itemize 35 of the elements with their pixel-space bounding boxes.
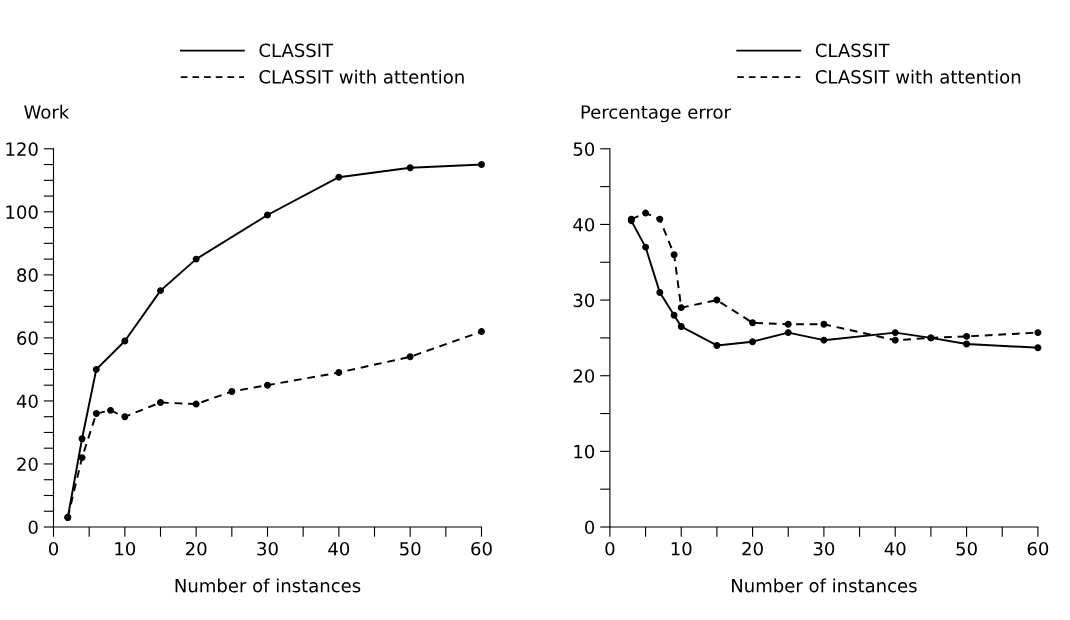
- y-axis-title: Percentage error: [581, 105, 731, 123]
- y-tick-label: 50: [573, 142, 595, 156]
- y-tick-label: 80: [17, 268, 38, 282]
- y-tick-label: 30: [573, 293, 595, 308]
- x-axis-title: Number of instances: [175, 578, 361, 593]
- y-tick-label: 20: [573, 369, 595, 383]
- y-tick-label: 20: [17, 457, 38, 472]
- x-tick-label: 20: [742, 541, 763, 556]
- x-tick-label: 50: [956, 541, 977, 556]
- legend-label: CLASSIT with attention: [815, 69, 1021, 84]
- y-tick-label: 40: [16, 394, 38, 409]
- x-tick-label: 40: [884, 541, 906, 556]
- x-tick-label: 50: [400, 541, 421, 556]
- y-tick-label: 100: [6, 205, 38, 219]
- y-tick-label: 0: [585, 520, 595, 535]
- x-tick-label: 0: [48, 541, 59, 556]
- y-tick-label: 40: [573, 217, 595, 232]
- y-tick-label: 10: [574, 444, 595, 459]
- y-tick-label: 120: [6, 142, 38, 156]
- y-axis-title: Work: [24, 104, 70, 119]
- legend-label: CLASSIT with attention: [259, 69, 464, 84]
- x-tick-label: 30: [813, 541, 835, 556]
- x-tick-label: 20: [186, 541, 207, 556]
- x-axis-title: Number of instances: [732, 578, 917, 593]
- x-tick-label: 40: [328, 541, 350, 556]
- legend-label: CLASSIT: [259, 43, 334, 58]
- x-tick-label: 0: [605, 541, 615, 556]
- x-tick-label: 10: [671, 541, 692, 556]
- x-tick-label: 60: [471, 541, 492, 556]
- y-tick-label: 0: [28, 520, 38, 535]
- x-tick-label: 60: [1027, 541, 1049, 556]
- legend-label: CLASSIT: [815, 43, 890, 58]
- x-tick-label: 30: [257, 541, 278, 556]
- x-tick-label: 10: [115, 541, 136, 556]
- y-tick-label: 60: [17, 331, 38, 346]
